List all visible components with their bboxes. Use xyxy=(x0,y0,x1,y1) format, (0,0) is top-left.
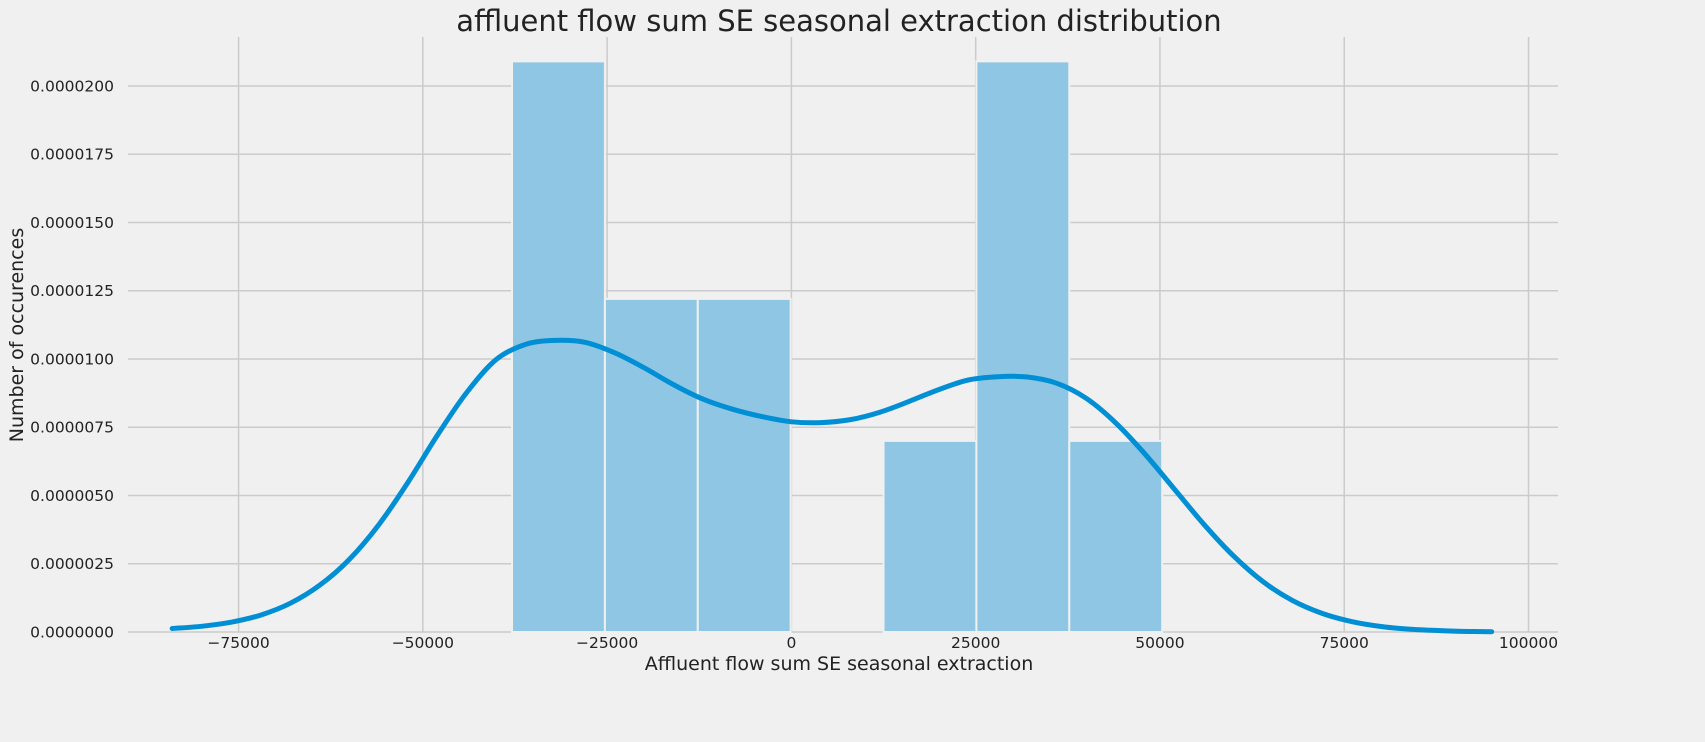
histogram-bar xyxy=(696,297,792,633)
y-tick-label: 0.0000175 xyxy=(30,146,114,164)
kde-curve xyxy=(169,337,1495,635)
y-axis-label: Number of occurences xyxy=(6,228,28,442)
histogram-bar xyxy=(975,60,1071,633)
y-tick-label: 0.0000100 xyxy=(30,350,114,368)
x-tick-label: −50000 xyxy=(392,634,454,652)
x-tick-label: −75000 xyxy=(207,634,269,652)
x-axis-label: Affluent flow sum SE seasonal extraction xyxy=(645,653,1034,675)
x-tick-label: 25000 xyxy=(951,634,1000,652)
y-tick-label: 0.0000025 xyxy=(30,555,114,573)
x-tick-labels: −75000 −50000 −25000 0 25000 50000 75000 100000 xyxy=(207,634,1558,652)
y-tick-label: 0.0000125 xyxy=(30,282,114,300)
y-tick-label: 0.0000150 xyxy=(30,214,114,232)
y-tick-label: 0.0000000 xyxy=(30,624,114,642)
y-tick-label: 0.0000050 xyxy=(30,487,114,505)
x-tick-label: −25000 xyxy=(576,634,638,652)
chart-title: affluent flow sum SE seasonal extraction… xyxy=(456,4,1221,38)
histogram-bar xyxy=(603,297,699,633)
x-tick-label: 0 xyxy=(786,634,796,652)
histogram-bar xyxy=(511,60,606,633)
y-tick-labels: 0.0000000 0.0000025 0.0000050 0.0000075 0.00… xyxy=(30,77,114,641)
histogram-bar xyxy=(1068,439,1164,633)
y-tick-label: 0.0000200 xyxy=(30,77,114,95)
x-tick-label: 50000 xyxy=(1135,634,1184,652)
x-tick-label: 75000 xyxy=(1320,634,1369,652)
x-tick-label: 100000 xyxy=(1499,634,1558,652)
y-gridlines xyxy=(128,85,1558,633)
y-tick-label: 0.0000075 xyxy=(30,419,114,437)
histogram-bar xyxy=(882,439,978,633)
histogram-bars xyxy=(511,60,1164,633)
